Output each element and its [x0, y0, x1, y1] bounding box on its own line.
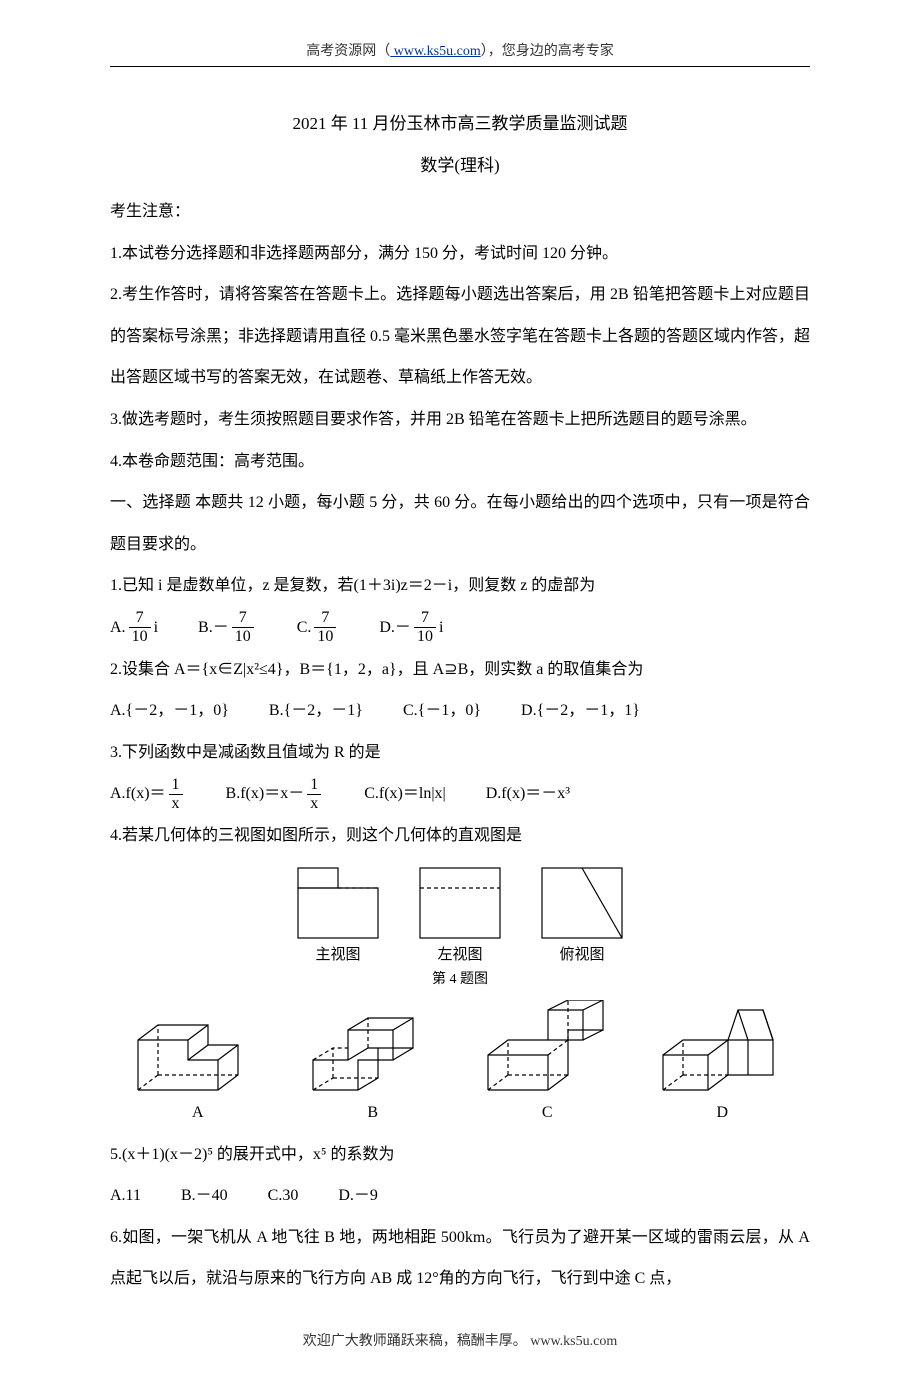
- q5-opt-c: C.30: [268, 1175, 299, 1217]
- q5-options: A.11 B.－40 C.30 D.－9: [110, 1175, 810, 1217]
- q1-opt-b: B.－710: [198, 607, 257, 649]
- solid-a: [128, 1000, 268, 1100]
- notice-head: 考生注意：: [110, 191, 810, 233]
- front-view-label: 主视图: [297, 943, 379, 964]
- q3-opt-c: C.f(x)＝ln|x|: [364, 773, 446, 815]
- q4-label-c: C: [542, 1104, 553, 1122]
- exam-subtitle: 数学(理科): [110, 149, 810, 183]
- q1-opt-d: D.－710i: [379, 607, 443, 649]
- left-view-svg: [419, 867, 501, 939]
- exam-title: 2021 年 11 月份玉林市高三教学质量监测试题: [110, 107, 810, 141]
- notice-2: 2.考生作答时，请将答案答在答题卡上。选择题每小题选出答案后，用 2B 铅笔把答…: [110, 274, 810, 399]
- top-view-svg: [541, 867, 623, 939]
- q5-opt-b: B.－40: [181, 1175, 228, 1217]
- q1-text: 1.已知 i 是虚数单位，z 是复数，若(1＋3i)z＝2－i，则复数 z 的虚…: [110, 565, 810, 607]
- solid-d: [653, 1000, 793, 1100]
- header-link[interactable]: www.ks5u.com: [390, 44, 480, 59]
- left-view-label: 左视图: [419, 943, 501, 964]
- q2-text: 2.设集合 A＝{x∈Z|x²≤4}，B＝{1，2，a}，且 A⊇B，则实数 a…: [110, 649, 810, 691]
- q2-options: A.{－2，－1，0} B.{－2，－1} C.{－1，0} D.{－2，－1，…: [110, 690, 810, 732]
- q5-opt-a: A.11: [110, 1175, 141, 1217]
- header-right: ），您身边的高考专家: [481, 44, 614, 59]
- notice-1: 1.本试卷分选择题和非选择题两部分，满分 150 分，考试时间 120 分钟。: [110, 233, 810, 275]
- q4-solid-labels: A B C D: [110, 1104, 810, 1122]
- q4-solids: [110, 1000, 810, 1100]
- q1-opt-c: C.710: [297, 607, 340, 649]
- front-view: 主视图: [297, 867, 379, 964]
- header-left: 高考资源网（: [306, 44, 390, 59]
- q1-opt-a: A.710i: [110, 607, 158, 649]
- q5-text: 5.(x＋1)(x－2)⁵ 的展开式中，x⁵ 的系数为: [110, 1134, 810, 1176]
- q4-views: 主视图 左视图 俯视图: [110, 867, 810, 964]
- q3-opt-d: D.f(x)＝－x³: [486, 773, 570, 815]
- top-view-label: 俯视图: [541, 943, 623, 964]
- q6-text: 6.如图，一架飞机从 A 地飞往 B 地，两地相距 500km。飞行员为了避开某…: [110, 1217, 810, 1300]
- q2-opt-a: A.{－2，－1，0}: [110, 690, 229, 732]
- q4-text: 4.若某几何体的三视图如图所示，则这个几何体的直观图是: [110, 815, 810, 857]
- solid-c: [478, 1000, 618, 1100]
- page-footer: 欢迎广大教师踊跃来稿，稿酬丰厚。 www.ks5u.com: [110, 1330, 810, 1350]
- solid-b: [303, 1000, 443, 1100]
- q2-opt-d: D.{－2，－1，1}: [521, 690, 640, 732]
- top-view: 俯视图: [541, 867, 623, 964]
- q4-label-a: A: [192, 1104, 204, 1122]
- notice-4: 4.本卷命题范围：高考范围。: [110, 441, 810, 483]
- page-header: 高考资源网（ www.ks5u.com），您身边的高考专家: [110, 40, 810, 67]
- q3-text: 3.下列函数中是减函数且值域为 R 的是: [110, 732, 810, 774]
- q4-label-d: D: [716, 1104, 728, 1122]
- q4-label-b: B: [367, 1104, 378, 1122]
- left-view: 左视图: [419, 867, 501, 964]
- q4-caption: 第 4 题图: [110, 968, 810, 988]
- q5-opt-d: D.－9: [338, 1175, 378, 1217]
- section-1: 一、选择题 本题共 12 小题，每小题 5 分，共 60 分。在每小题给出的四个…: [110, 482, 810, 565]
- q1-options: A.710i B.－710 C.710 D.－710i: [110, 607, 810, 649]
- q3-opt-b: B.f(x)＝x－1x: [226, 773, 325, 815]
- q3-options: A.f(x)＝1x B.f(x)＝x－1x C.f(x)＝ln|x| D.f(x…: [110, 773, 810, 815]
- q2-opt-c: C.{－1，0}: [403, 690, 481, 732]
- front-view-svg: [297, 867, 379, 939]
- q3-opt-a: A.f(x)＝1x: [110, 773, 186, 815]
- notice-3: 3.做选考题时，考生须按照题目要求作答，并用 2B 铅笔在答题卡上把所选题目的题…: [110, 399, 810, 441]
- q2-opt-b: B.{－2，－1}: [269, 690, 363, 732]
